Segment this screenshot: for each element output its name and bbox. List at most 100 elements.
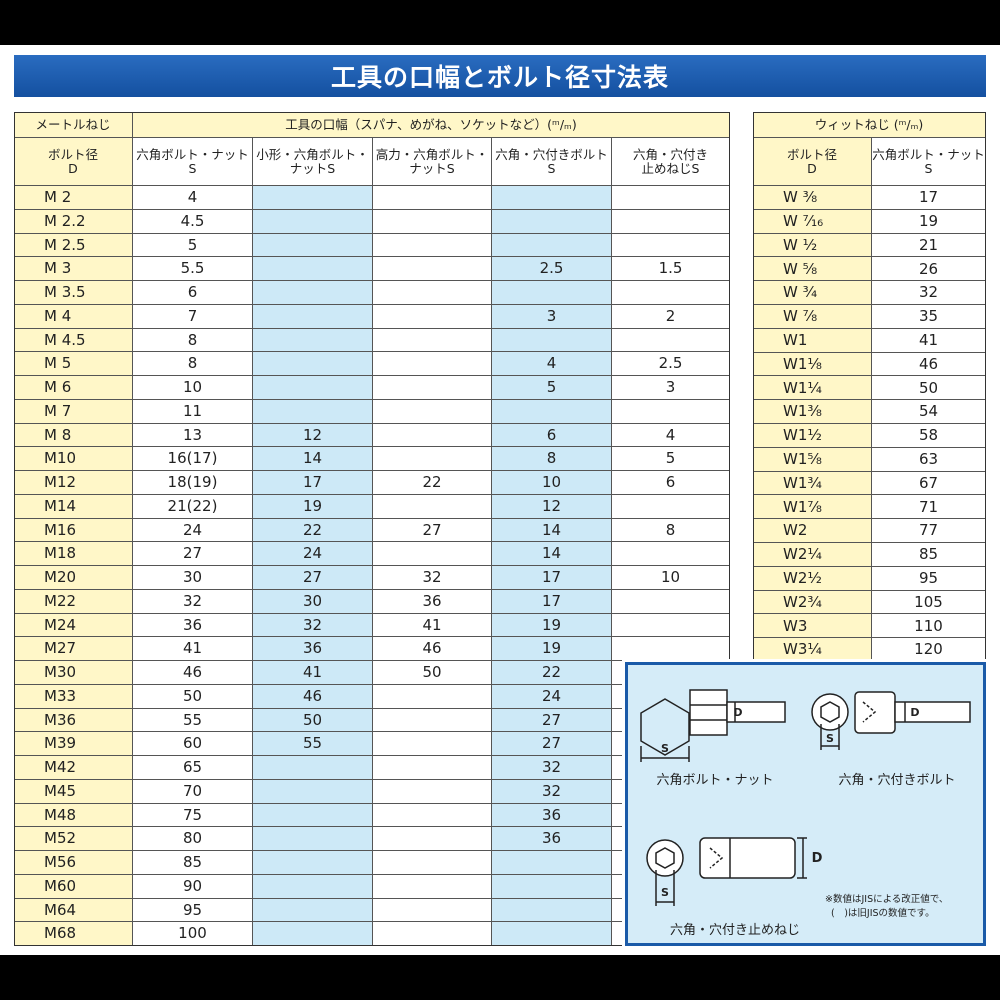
table-cell: 6	[492, 423, 612, 448]
table-cell: 55	[253, 732, 373, 756]
table-cell: 75	[133, 803, 253, 828]
table-cell	[373, 732, 492, 756]
column-header: 小形・六角ボルト・ ナットS	[253, 138, 373, 186]
table-cell: M48	[14, 803, 133, 828]
table-cell	[373, 851, 492, 875]
table-cell: W1⁵⁄₈	[753, 447, 872, 472]
table-cell: M22	[14, 589, 133, 614]
table-cell: 2.5	[492, 257, 612, 281]
table-cell: 100	[133, 922, 253, 946]
table-cell: 4	[133, 186, 253, 210]
table-cell: W2¹⁄₄	[753, 543, 872, 567]
table-cell: 18(19)	[133, 471, 253, 495]
table-cell: 60	[133, 732, 253, 756]
table-cell	[492, 328, 612, 353]
column-header: 六角ボルト・ナット S	[872, 138, 986, 186]
table-cell: 17	[492, 566, 612, 590]
column-header: 六角・穴付き 止めねじS	[612, 138, 730, 186]
table-cell: 2	[612, 304, 730, 329]
table-cell: M 7	[14, 399, 133, 424]
diagram-label: 六角・穴付き止めねじ	[670, 923, 800, 938]
table-cell: 10	[612, 566, 730, 590]
table-cell: 90	[133, 874, 253, 899]
table-cell: 22	[373, 471, 492, 495]
table-cell: M 8	[14, 423, 133, 448]
table-cell: 3	[612, 376, 730, 400]
table-cell: 32	[492, 779, 612, 804]
table-cell	[253, 304, 373, 329]
table-cell: 11	[133, 399, 253, 424]
table-cell	[373, 352, 492, 376]
symbol-s: S	[661, 742, 669, 755]
table-cell: 19	[492, 637, 612, 661]
table-cell: 36	[492, 827, 612, 851]
table-cell	[373, 257, 492, 281]
table-cell	[612, 637, 730, 661]
table-cell: 17	[492, 589, 612, 614]
table-cell: W1¹⁄₂	[753, 424, 872, 448]
table-cell: M 4	[14, 304, 133, 329]
column-header: 高力・六角ボルト・ ナットS	[373, 138, 492, 186]
table-cell	[492, 874, 612, 899]
table-cell	[612, 589, 730, 614]
table-cell: 46	[872, 352, 986, 377]
table-cell: W ¹⁄₂	[753, 233, 872, 258]
table-cell: 36	[253, 637, 373, 661]
table-cell: 21	[872, 233, 986, 258]
table-cell: 50	[872, 376, 986, 401]
table-cell: 13	[133, 423, 253, 448]
table-cell: 46	[253, 684, 373, 709]
table-cell	[492, 233, 612, 258]
table-cell: 30	[133, 566, 253, 590]
table-cell: 22	[253, 518, 373, 543]
table-cell: 19	[253, 494, 373, 519]
table-cell: 95	[872, 566, 986, 591]
table-cell	[612, 613, 730, 638]
symbol-s: S	[826, 732, 834, 745]
table-cell: 32	[373, 566, 492, 590]
table-cell: 27	[492, 708, 612, 733]
note: ( )は旧JISの数値です。	[831, 907, 935, 919]
table-cell: 41	[373, 613, 492, 638]
table-cell	[373, 233, 492, 258]
table-cell: W ³⁄₈	[753, 186, 872, 210]
table-cell: 32	[492, 756, 612, 780]
group-header: 工具の口幅（スパナ、めがね、ソケットなど）(ᵐ/ₘ)	[133, 112, 730, 138]
table-cell: 17	[872, 186, 986, 210]
table-cell: 24	[133, 518, 253, 543]
table-cell: 6	[133, 281, 253, 305]
table-cell: 14	[492, 542, 612, 566]
table-cell	[253, 352, 373, 376]
table-cell: 27	[133, 542, 253, 566]
table-cell: 50	[373, 661, 492, 685]
table-cell: 4.5	[133, 209, 253, 234]
table-cell: M33	[14, 684, 133, 709]
table-cell	[373, 779, 492, 804]
table-cell: M 2.2	[14, 209, 133, 234]
table-cell: 14	[492, 518, 612, 543]
table-cell	[253, 281, 373, 305]
table-cell	[373, 376, 492, 400]
diagram-label: 六角ボルト・ナット	[656, 773, 773, 788]
table-cell: 55	[133, 708, 253, 733]
table-cell: 67	[872, 471, 986, 496]
table-cell: 30	[253, 589, 373, 614]
table-cell: 95	[133, 898, 253, 923]
table-cell	[373, 186, 492, 210]
table-cell: M68	[14, 922, 133, 946]
table-cell	[492, 281, 612, 305]
table-cell: W1³⁄₄	[753, 471, 872, 496]
table-cell: 36	[492, 803, 612, 828]
table-cell	[492, 209, 612, 234]
table-cell	[373, 281, 492, 305]
table-cell: M42	[14, 756, 133, 780]
table-cell: 10	[492, 471, 612, 495]
table-cell: 24	[253, 542, 373, 566]
table-cell: 10	[133, 376, 253, 400]
table-cell	[612, 328, 730, 353]
table-cell	[612, 281, 730, 305]
table-cell	[492, 851, 612, 875]
group-header: メートルねじ	[14, 112, 133, 138]
table-cell	[253, 376, 373, 400]
table-cell: W2³⁄₄	[753, 590, 872, 615]
